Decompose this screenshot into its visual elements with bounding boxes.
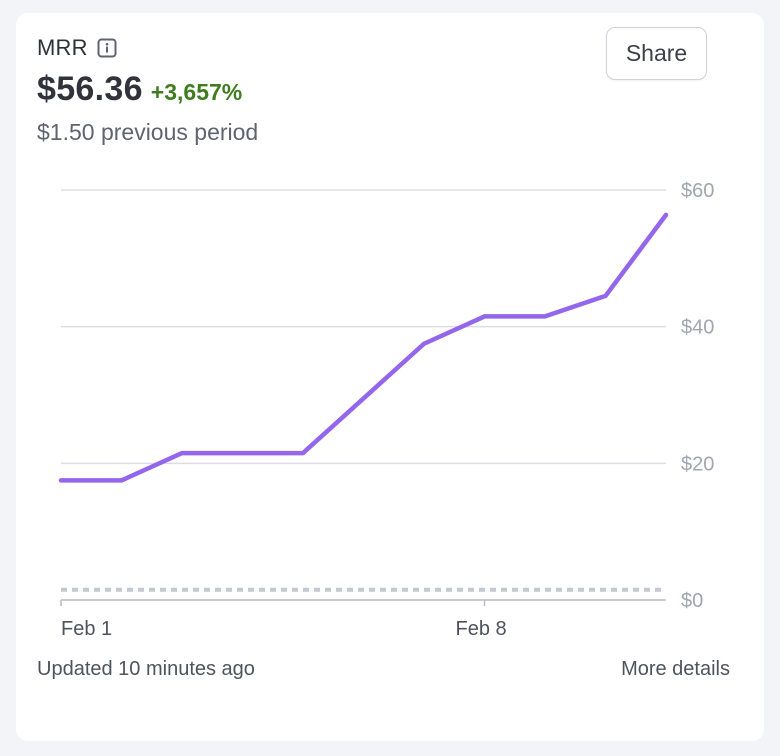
mrr-point-6: [362, 396, 366, 400]
metric-title: MRR: [37, 35, 88, 60]
y-tick-label-60: $60: [681, 180, 714, 202]
x-tick-label-feb-1: Feb 1: [61, 618, 112, 640]
title-row: MRR: [37, 34, 258, 62]
info-icon[interactable]: [97, 38, 117, 58]
value-row: $56.36 +3,657%: [37, 70, 258, 109]
mrr-point-11: [664, 213, 668, 217]
mrr-point-7: [422, 342, 426, 346]
mrr-point-4: [241, 451, 245, 455]
mrr-point-9: [543, 314, 547, 318]
y-tick-label-0: $0: [681, 590, 703, 612]
metric-change: +3,657%: [150, 79, 243, 105]
more-details-link[interactable]: More details: [621, 658, 730, 680]
mrr-line: [58, 212, 669, 483]
y-tick-label-40: $40: [681, 317, 714, 339]
mrr-point-10: [604, 294, 608, 298]
share-button[interactable]: Share: [606, 27, 707, 80]
metric-value: $56.36: [37, 70, 143, 108]
updated-text: Updated 10 minutes ago: [37, 658, 255, 680]
mrr-point-1: [59, 478, 63, 482]
metric-header: MRR $56.36 +3,657% $1.50 previous period: [37, 34, 258, 146]
x-tick-label-feb-8: Feb 8: [456, 618, 507, 640]
previous-period: $1.50 previous period: [37, 119, 259, 145]
mrr-point-5: [301, 451, 305, 455]
mrr-point-3: [180, 451, 184, 455]
mrr-point-2: [120, 478, 124, 482]
mrr-point-8: [483, 314, 487, 318]
y-tick-label-20: $20: [681, 453, 714, 475]
